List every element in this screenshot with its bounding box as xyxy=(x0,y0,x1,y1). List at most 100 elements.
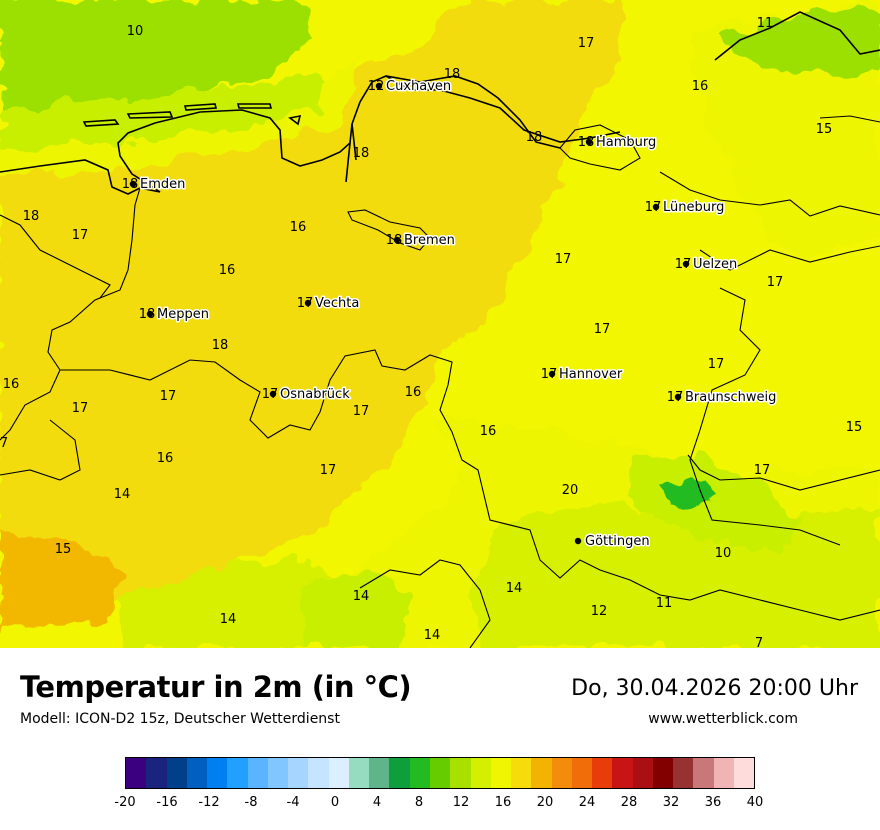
legend-tick: 8 xyxy=(414,795,424,810)
temperature-value: 17 xyxy=(594,322,611,337)
city-dot xyxy=(682,260,690,268)
legend-swatch xyxy=(612,758,633,788)
city-name: Meppen xyxy=(157,307,209,322)
legend-tick: 20 xyxy=(536,795,554,810)
borders xyxy=(0,115,880,648)
legend-swatch xyxy=(470,758,491,788)
city-name: Emden xyxy=(140,177,185,192)
zone-10-northeast xyxy=(720,10,880,80)
temperature-value: 14 xyxy=(114,487,131,502)
temperature-value: 7 xyxy=(755,636,763,648)
baltic-coast xyxy=(714,11,880,61)
legend-tick: -20 xyxy=(114,795,136,810)
footer: Temperatur in 2m (in °C) Modell: ICON-D2… xyxy=(0,648,880,830)
legend-tick: -12 xyxy=(198,795,220,810)
city-name: Braunschweig xyxy=(685,390,776,405)
legend-swatch xyxy=(227,758,248,788)
legend-swatch xyxy=(713,758,734,788)
temperature-value: 17 xyxy=(767,275,784,290)
temperature-value: 16 xyxy=(157,451,174,466)
border-harz xyxy=(687,454,880,491)
city-name: Göttingen xyxy=(585,534,650,549)
legend-swatch xyxy=(166,758,187,788)
color-legend-bar xyxy=(125,757,755,789)
temperature-value: 16 xyxy=(219,263,236,278)
legend-swatch xyxy=(267,758,289,788)
legend-tick: 28 xyxy=(620,795,638,810)
temperature-value: 14 xyxy=(506,581,523,596)
legend-swatch xyxy=(369,758,390,788)
temperature-value: 14 xyxy=(220,612,237,627)
forecast-datetime: Do, 30.04.2026 20:00 Uhr xyxy=(571,676,858,701)
border-hamburg xyxy=(559,124,641,171)
city-dot xyxy=(375,82,383,90)
temperature-value: 11 xyxy=(656,596,673,611)
model-info: Modell: ICON-D2 15z, Deutscher Wetterdie… xyxy=(20,711,340,727)
border-south-hesse xyxy=(359,559,491,648)
border-northeast xyxy=(819,115,880,123)
legend-tick: 24 xyxy=(578,795,596,810)
temperature-value: 7 xyxy=(0,436,8,451)
border-west-south xyxy=(0,419,81,481)
city-dot xyxy=(652,203,660,211)
city-name: Hannover xyxy=(559,367,623,382)
island-4 xyxy=(236,103,273,109)
legend-swatch xyxy=(288,758,309,788)
legend-swatch xyxy=(571,758,593,788)
temperature-value: 18 xyxy=(212,338,229,353)
city-dot xyxy=(574,537,582,545)
city-dot xyxy=(393,236,401,244)
legend-tick: 36 xyxy=(704,795,722,810)
temperature-value: 17 xyxy=(555,252,572,267)
temperature-value: 17 xyxy=(72,401,89,416)
legend-swatch xyxy=(409,758,430,788)
legend-swatch xyxy=(328,758,349,788)
legend-swatch xyxy=(348,758,370,788)
temperature-value: 18 xyxy=(23,209,40,224)
temperature-value: 17 xyxy=(708,357,725,372)
legend-swatch xyxy=(146,758,167,788)
website-link[interactable]: www.wetterblick.com xyxy=(648,711,798,727)
legend-swatch xyxy=(429,758,451,788)
temperature-value: 16 xyxy=(692,79,709,94)
temperature-map: 10 11 17 18 16 15 18 18 18 16 17 17 16 17 17 18 17 16 17 17… xyxy=(0,0,880,648)
legend-swatch xyxy=(531,758,552,788)
elbe-estuary xyxy=(385,75,621,143)
temperature-value: 15 xyxy=(55,542,72,557)
city-dot xyxy=(585,138,593,146)
temperature-value: 18 xyxy=(444,67,461,82)
legend-swatch xyxy=(490,758,512,788)
legend-tick: 0 xyxy=(330,795,340,810)
coastline-weser xyxy=(345,123,357,183)
zone-20 xyxy=(0,530,120,630)
city-dot xyxy=(129,180,137,188)
island-5 xyxy=(288,114,302,126)
city-name: Bremen xyxy=(404,233,455,248)
legend-swatch xyxy=(308,758,329,788)
legend-swatch xyxy=(551,758,572,788)
city-name: Lüneburg xyxy=(663,200,724,215)
temperature-value: 10 xyxy=(127,24,144,39)
border-west-lower-saxony xyxy=(0,214,111,299)
zone-12-south xyxy=(300,570,410,648)
coastline-north xyxy=(0,75,561,195)
coastlines xyxy=(0,11,880,195)
city-dot xyxy=(304,299,312,307)
color-legend-ticks: -20 -16 -12 -8 -4 0 4 8 12 16 20 24 28 32 36 40 xyxy=(114,795,763,815)
temperature-value: 17 xyxy=(320,463,337,478)
city-dot xyxy=(269,390,277,398)
temperature-value: 16 xyxy=(3,377,20,392)
temperature-value: 12 xyxy=(591,604,608,619)
city-dot xyxy=(674,393,682,401)
legend-tick: 4 xyxy=(372,795,382,810)
zone-10-sea xyxy=(0,0,310,110)
legend-swatch xyxy=(389,758,410,788)
temperature-value: 14 xyxy=(424,628,441,643)
temperature-value: 18 xyxy=(353,146,370,161)
temperature-value: 15 xyxy=(816,122,833,137)
legend-tick: 40 xyxy=(746,795,764,810)
legend-tick: -8 xyxy=(244,795,258,810)
temperature-value: 16 xyxy=(480,424,497,439)
temperature-values: 10 11 17 18 16 15 18 18 18 16 17 17 16 17 17 18 17 16 17 17… xyxy=(0,16,862,648)
legend-tick: -16 xyxy=(156,795,178,810)
